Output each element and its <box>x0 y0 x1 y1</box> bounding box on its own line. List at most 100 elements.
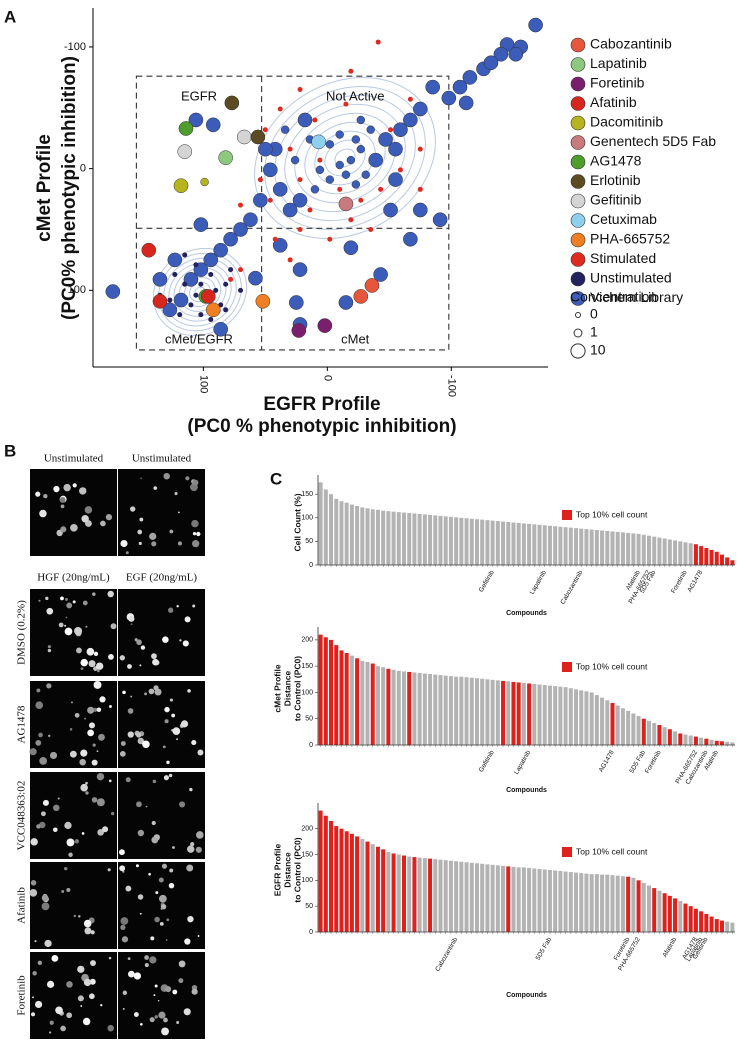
cell <box>149 1017 155 1023</box>
bar <box>688 906 693 932</box>
cell <box>150 936 155 941</box>
bar <box>620 876 625 932</box>
cell <box>178 960 186 968</box>
cell <box>90 930 95 935</box>
cell <box>149 956 157 964</box>
point <box>417 146 423 152</box>
cell <box>74 712 80 718</box>
cell <box>64 627 73 636</box>
y-axis-title: to Control (PC0) <box>292 837 302 902</box>
cell <box>166 760 170 765</box>
cell <box>140 477 142 479</box>
point <box>177 312 183 318</box>
cell <box>96 772 105 781</box>
bar <box>527 523 532 565</box>
point <box>462 70 478 85</box>
cell <box>37 960 42 965</box>
bar <box>417 672 422 745</box>
point <box>173 178 189 194</box>
bar <box>641 534 646 565</box>
bar <box>422 514 427 565</box>
legend-label: Afatinib <box>590 94 637 110</box>
cell <box>85 625 88 628</box>
cell <box>60 526 67 533</box>
cell <box>163 1017 168 1023</box>
point <box>213 242 229 258</box>
cell <box>83 978 92 987</box>
x-axis-title: Compounds <box>506 610 547 617</box>
bar <box>511 681 516 745</box>
point <box>253 192 268 208</box>
bar <box>558 871 563 932</box>
cell <box>189 787 193 792</box>
cell <box>32 971 37 976</box>
point <box>178 121 194 136</box>
point <box>280 125 290 134</box>
cell <box>64 821 72 830</box>
legend-label: PHA-665752 <box>590 231 670 247</box>
bar <box>636 716 641 745</box>
point <box>297 177 303 183</box>
bar <box>714 740 719 745</box>
cell <box>137 529 143 535</box>
column-header: Unstimulated <box>132 453 192 465</box>
point <box>213 287 219 293</box>
legend-label: AG1478 <box>590 153 642 169</box>
cell <box>127 957 131 961</box>
cell <box>191 988 198 995</box>
point <box>193 292 199 298</box>
bar <box>699 546 704 565</box>
point <box>483 55 499 71</box>
bar <box>516 682 521 745</box>
bar <box>501 680 506 745</box>
cell <box>91 797 98 803</box>
point <box>528 17 543 33</box>
point <box>223 231 238 247</box>
cell <box>176 738 179 741</box>
bar <box>428 858 433 932</box>
x-tick-label: 0 <box>321 375 333 381</box>
quadrant-label: EGFR <box>181 89 217 104</box>
bar <box>693 544 698 565</box>
point <box>200 177 209 187</box>
cell <box>196 531 201 537</box>
cell <box>164 706 170 713</box>
cell <box>108 779 112 783</box>
bar <box>662 727 667 745</box>
cell <box>66 887 71 893</box>
cell <box>192 539 200 548</box>
column-header: EGF (20ng/mL) <box>126 572 198 584</box>
cell <box>165 986 172 993</box>
cell <box>122 990 128 995</box>
cell <box>152 658 159 666</box>
point <box>397 167 403 173</box>
bar <box>339 828 344 932</box>
cell <box>107 590 114 598</box>
cell <box>38 732 43 738</box>
cell <box>84 506 93 514</box>
cell <box>84 717 86 720</box>
point <box>238 202 244 208</box>
point <box>312 117 318 123</box>
y-tick-label: 50 <box>305 903 313 910</box>
cell <box>30 838 38 846</box>
cell <box>108 653 114 660</box>
bar <box>673 898 678 932</box>
bar <box>349 655 354 745</box>
point <box>338 295 354 310</box>
legend-marker <box>562 662 572 672</box>
bar <box>553 686 558 745</box>
legend-label: Cabozantinib <box>590 36 672 52</box>
cell <box>30 880 37 886</box>
y-tick-label: -100 <box>64 41 86 53</box>
bar <box>719 554 724 565</box>
cell <box>166 918 170 922</box>
bar <box>480 678 485 745</box>
bar <box>673 540 678 565</box>
bar <box>422 858 427 932</box>
point <box>343 240 359 256</box>
point <box>262 127 268 133</box>
bar <box>495 680 500 745</box>
cell <box>61 890 65 893</box>
bar <box>579 528 584 565</box>
